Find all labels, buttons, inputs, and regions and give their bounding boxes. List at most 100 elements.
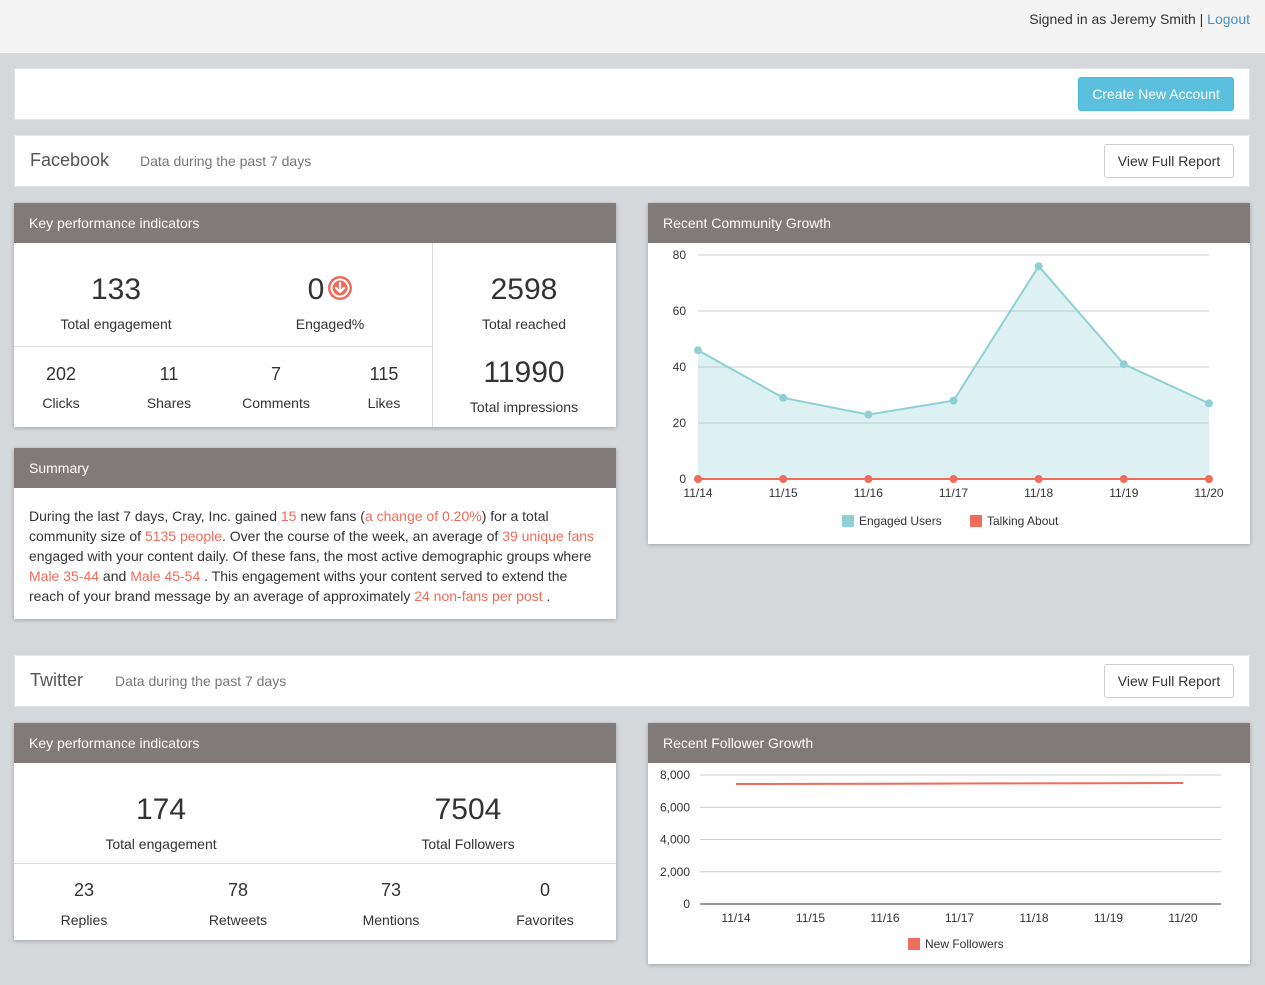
fb-clicks-label: Clicks: [42, 395, 80, 411]
follower-growth-title: Recent Follower Growth: [648, 723, 1250, 763]
x-tick-label: 11/17: [945, 911, 974, 925]
follower-growth-chart: 0 2,000 4,000 6,000 8,000 11/14 11/15 11/16 11/1…: [660, 768, 1221, 951]
x-tick-label: 11/17: [939, 486, 968, 500]
facebook-view-report-button[interactable]: View Full Report: [1104, 144, 1234, 178]
community-growth-chart: 0 20 40 60 80 11/14 11/15 11/16 11/17 11/18 11/19 1…: [673, 248, 1224, 528]
facebook-title: Facebook: [30, 150, 110, 170]
facebook-section-header: Facebook Data during the past 7 days Vie…: [14, 135, 1250, 187]
data-point: [864, 410, 873, 419]
tw-total-engagement-value: 174: [135, 793, 187, 826]
summary-highlight: Male 35-44: [29, 568, 100, 584]
fb-engaged-pct: 0: [270, 273, 390, 307]
series-line-0: [735, 781, 1184, 786]
tw-favorites-label: Favorites: [516, 912, 574, 928]
tw-retweets-label: Retweets: [208, 912, 268, 928]
legend-swatch: [842, 515, 854, 527]
community-growth-title: Recent Community Growth: [648, 203, 1250, 243]
follower-growth-card: Recent Follower Growth 0 2,000 4,000 6,000 8…: [648, 723, 1250, 964]
arrow-down-circle-icon: [328, 276, 353, 301]
tw-retweets-value: 78: [227, 880, 249, 900]
y-tick-label: 0: [683, 897, 690, 911]
y-tick-label: 0: [679, 472, 686, 486]
fb-comments-value: 7: [270, 364, 281, 384]
summary-highlight: 5135 people: [144, 528, 223, 544]
data-point: [694, 475, 702, 483]
summary-highlight: 24 non-fans per post: [414, 588, 543, 604]
data-point: [1205, 399, 1213, 408]
tw-mentions-label: Mentions: [362, 912, 420, 928]
data-point: [1034, 262, 1043, 271]
y-tick-label: 60: [673, 304, 687, 318]
fb-shares-label: Shares: [146, 395, 192, 411]
y-tick-label: 80: [673, 248, 687, 262]
logout-link[interactable]: Logout: [1207, 11, 1250, 27]
x-tick-label: 11/18: [1019, 911, 1048, 925]
fb-clicks-value: 202: [45, 364, 77, 384]
fb-engaged-pct-label: Engaged%: [295, 316, 365, 332]
data-point: [949, 475, 958, 483]
summary-highlight: 39 unique fans: [502, 528, 595, 544]
tw-total-followers-value: 7504: [434, 793, 502, 826]
twitter-kpi-card: Key performance indicators 174 Total eng…: [14, 723, 616, 940]
fb-total-engagement-label: Total engagement: [60, 316, 172, 332]
summary-highlight: 15: [280, 508, 297, 524]
x-tick-label: 11/20: [1168, 911, 1197, 925]
legend-label: New Followers: [925, 937, 1004, 951]
twitter-view-report-button[interactable]: View Full Report: [1104, 664, 1234, 698]
legend-swatch: [970, 515, 982, 527]
data-point: [1205, 475, 1213, 483]
tw-total-followers-label: Total Followers: [421, 836, 515, 852]
summary-text: During the last 7 days, Cray, Inc. gaine…: [29, 506, 604, 606]
top-bar: Signed in as Jeremy Smith | Logout: [0, 0, 1265, 53]
tw-mentions-value: 73: [380, 880, 402, 900]
summary-text-run: ) for a total community size of: [29, 508, 549, 544]
y-tick-label: 8,000: [660, 768, 690, 782]
y-tick-label: 20: [673, 416, 687, 430]
x-tick-label: 11/18: [1024, 486, 1053, 500]
twitter-subtitle: Data during the past 7 days: [115, 673, 287, 689]
fb-total-reached-label: Total reached: [481, 316, 567, 332]
facebook-subtitle: Data during the past 7 days: [140, 153, 312, 169]
tw-replies-label: Replies: [60, 912, 108, 928]
facebook-kpi-title: Key performance indicators: [14, 203, 616, 243]
tw-replies-value: 23: [73, 880, 95, 900]
data-point: [949, 396, 958, 405]
x-tick-label: 11/14: [721, 911, 750, 925]
summary-text-run: . Over the course of the week, an averag…: [222, 528, 503, 544]
fb-total-impressions-value: 11990: [483, 356, 565, 389]
fb-likes-label: Likes: [367, 395, 401, 411]
y-tick-label: 4,000: [660, 833, 690, 847]
fb-total-engagement-value: 133: [90, 273, 142, 306]
data-point: [779, 393, 788, 402]
legend-swatch: [908, 938, 920, 950]
create-account-button[interactable]: Create New Account: [1078, 77, 1234, 111]
community-growth-card: Recent Community Growth 0 20 40 60 80 11/14 11…: [648, 203, 1250, 544]
signed-in-status: Signed in as Jeremy Smith | Logout: [1029, 11, 1250, 27]
facebook-kpi-card: Key performance indicators 133 Total eng…: [14, 203, 616, 427]
x-tick-label: 11/15: [769, 486, 798, 500]
summary-text-run: .: [542, 588, 551, 604]
summary-text-run: engaged with your content daily. Of thes…: [29, 548, 592, 564]
x-tick-label: 11/20: [1194, 486, 1223, 500]
fb-total-impressions-label: Total impressions: [469, 399, 579, 415]
divider: [432, 243, 433, 427]
y-tick-label: 2,000: [660, 865, 690, 879]
summary-text-run: new fans (: [296, 508, 365, 524]
fb-total-reached-value: 2598: [490, 273, 558, 306]
divider: [14, 346, 432, 347]
data-point: [779, 475, 788, 483]
x-tick-label: 11/16: [870, 911, 899, 925]
divider: [14, 863, 616, 864]
x-tick-label: 11/15: [796, 911, 825, 925]
legend-label: Talking About: [987, 514, 1059, 528]
fb-comments-label: Comments: [242, 395, 310, 411]
summary-highlight: a change of 0.20%: [364, 508, 482, 524]
fb-engaged-pct-value: 0: [307, 273, 325, 306]
series-area-0: [698, 266, 1209, 479]
x-tick-label: 11/19: [1109, 486, 1138, 500]
summary-title: Summary: [14, 448, 616, 488]
data-point: [1119, 475, 1128, 483]
y-tick-label: 6,000: [660, 800, 690, 814]
data-point: [1034, 475, 1043, 483]
summary-text-run: During the last 7 days, Cray, Inc. gaine…: [29, 508, 281, 524]
